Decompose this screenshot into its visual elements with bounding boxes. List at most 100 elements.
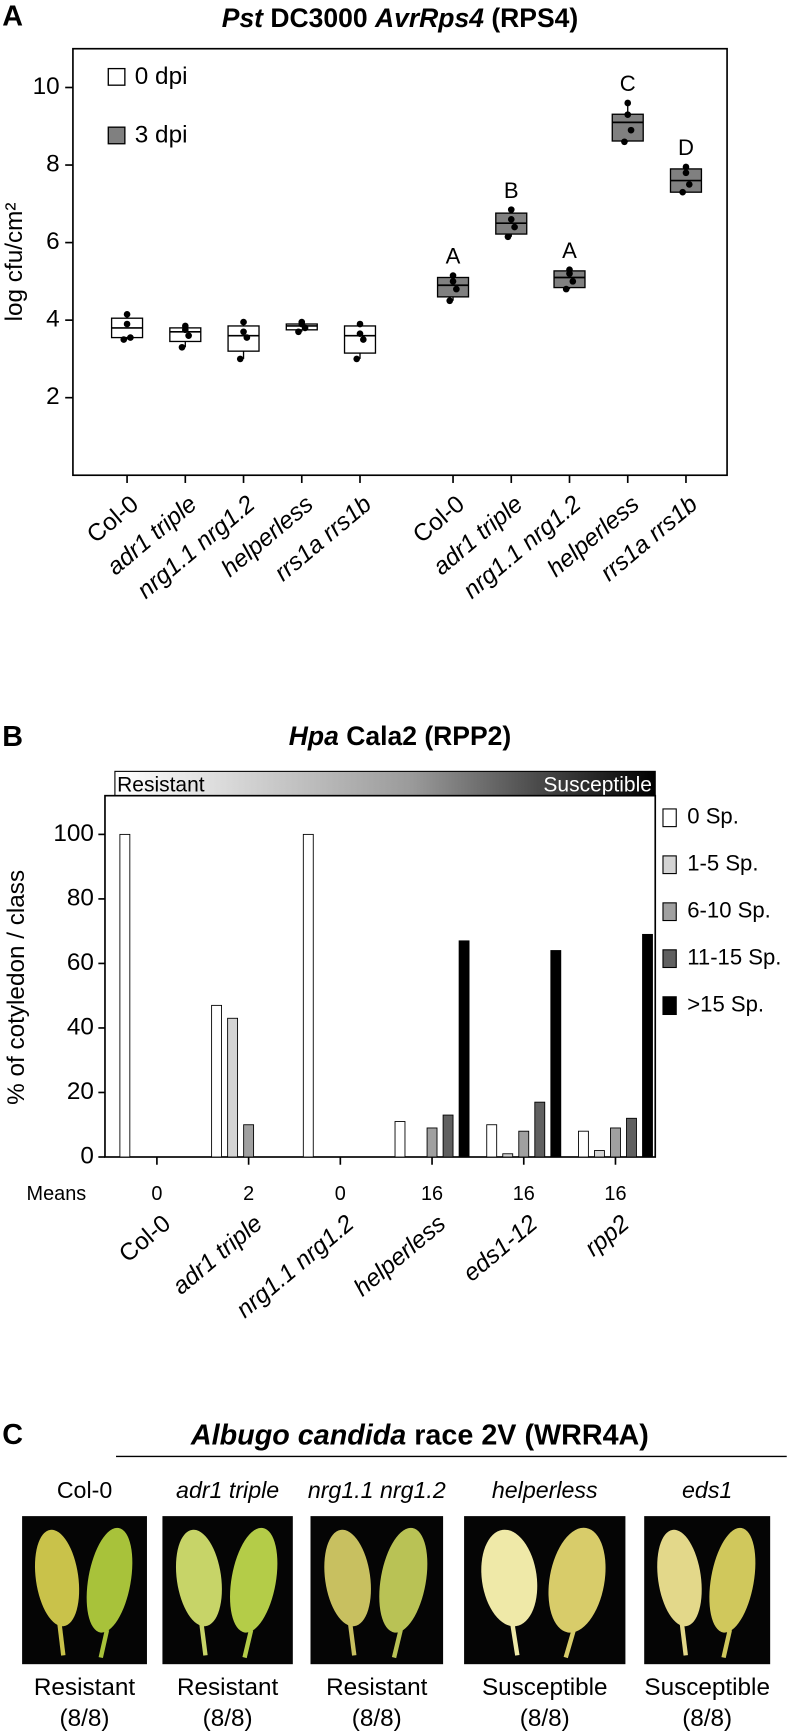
bar <box>458 940 470 1158</box>
data-point <box>360 336 367 343</box>
title-part: Pst <box>222 3 264 33</box>
mean-value: 2 <box>243 1183 254 1205</box>
data-point <box>240 318 247 326</box>
leaf <box>709 1527 756 1633</box>
leaves <box>175 1527 278 1659</box>
mean-value: 16 <box>421 1183 443 1205</box>
leaf <box>548 1527 606 1633</box>
bar <box>534 1101 546 1158</box>
count: (8/8) <box>352 1705 402 1732</box>
data-point <box>353 355 360 363</box>
sample-label: helperless <box>492 1477 598 1503</box>
petiole <box>679 1624 688 1656</box>
box <box>227 325 260 352</box>
result: Susceptible <box>644 1674 770 1701</box>
data-point <box>243 334 251 341</box>
leaves <box>657 1527 756 1659</box>
bar <box>594 1150 605 1158</box>
chart-title: Albugo candida race 2V (WRR4A) <box>190 1419 649 1451</box>
group-letter: D <box>678 135 694 160</box>
leaf <box>379 1527 428 1633</box>
legend-swatch <box>662 902 677 922</box>
bar <box>518 1130 530 1158</box>
x-tick-label: helperless <box>349 1210 451 1302</box>
count: (8/8) <box>60 1705 110 1732</box>
count: (8/8) <box>682 1705 732 1732</box>
data-point <box>679 188 686 196</box>
legend-swatch <box>662 949 677 969</box>
legend-label: 0 Sp. <box>687 804 739 829</box>
data-point <box>682 163 690 171</box>
title-part: race 2V (WRR4A) <box>406 1419 649 1451</box>
y-tick-label: 10 <box>33 73 60 100</box>
group-letter: A <box>446 244 461 269</box>
data-point <box>446 297 454 305</box>
group-letter: C <box>620 71 636 96</box>
box <box>611 113 644 142</box>
y-tick-label: 6 <box>46 228 60 255</box>
legend-label: >15 Sp. <box>687 991 764 1016</box>
mean-value: 16 <box>513 1183 535 1205</box>
data-point <box>127 334 134 341</box>
leaves <box>324 1527 428 1659</box>
leaf <box>86 1527 133 1633</box>
legend-swatch <box>662 808 677 828</box>
bar <box>550 950 562 1158</box>
legend-label: 0 dpi <box>135 63 188 90</box>
data-point <box>504 233 512 241</box>
data-point <box>685 181 693 188</box>
x-tick-label: Col-0 <box>114 1210 176 1268</box>
legend-swatch <box>107 67 126 86</box>
petiole <box>391 1629 403 1659</box>
y-tick-label: 80 <box>67 884 94 911</box>
legend-swatch <box>662 996 677 1016</box>
petiole <box>348 1624 357 1656</box>
mean-value: 16 <box>604 1183 626 1205</box>
data-point <box>507 206 515 213</box>
chart-title: Hpa Cala2 (RPP2) <box>289 721 511 751</box>
data-point <box>627 126 635 134</box>
y-tick-label: 40 <box>67 1013 94 1040</box>
leaf <box>34 1529 80 1627</box>
title-part: Cala2 (RPP2) <box>339 721 511 751</box>
chart-title: Pst DC3000 AvrRps4 (RPS4) <box>222 3 578 33</box>
data-point <box>298 318 306 326</box>
data-point <box>123 311 131 318</box>
y-tick-label: 0 <box>80 1142 94 1169</box>
leaves <box>481 1527 606 1659</box>
panel-label: C <box>2 1419 23 1451</box>
bar <box>211 1004 222 1158</box>
bar <box>610 1127 621 1158</box>
data-point <box>356 330 364 338</box>
data-point <box>511 223 518 231</box>
result: Resistant <box>326 1674 428 1701</box>
data-point <box>624 111 632 118</box>
legend-label: 1-5 Sp. <box>687 851 758 876</box>
bar <box>243 1124 255 1158</box>
count: (8/8) <box>203 1705 253 1732</box>
title-part: (RPS4) <box>484 3 578 33</box>
data-point <box>120 336 128 343</box>
data-point <box>181 322 189 330</box>
petiole <box>57 1624 66 1656</box>
bar <box>302 833 314 1158</box>
petiole <box>242 1629 254 1659</box>
legend-label: 3 dpi <box>135 121 188 148</box>
title-part: AvrRps4 <box>374 3 484 33</box>
result: Resistant <box>34 1674 136 1701</box>
leaf <box>324 1529 371 1627</box>
scale-label: Resistant <box>117 773 205 796</box>
y-axis-label: log cfu/cm² <box>1 203 28 322</box>
y-tick-label: 20 <box>67 1078 94 1105</box>
data-point <box>682 169 690 177</box>
bar <box>502 1153 514 1158</box>
data-point <box>566 266 573 274</box>
x-tick-label: eds1-12 <box>458 1210 543 1287</box>
result: Susceptible <box>482 1674 608 1701</box>
data-point <box>178 343 186 351</box>
y-tick-label: 100 <box>53 820 94 847</box>
bar <box>578 1130 589 1158</box>
data-point <box>621 138 628 146</box>
bar <box>119 833 131 1158</box>
